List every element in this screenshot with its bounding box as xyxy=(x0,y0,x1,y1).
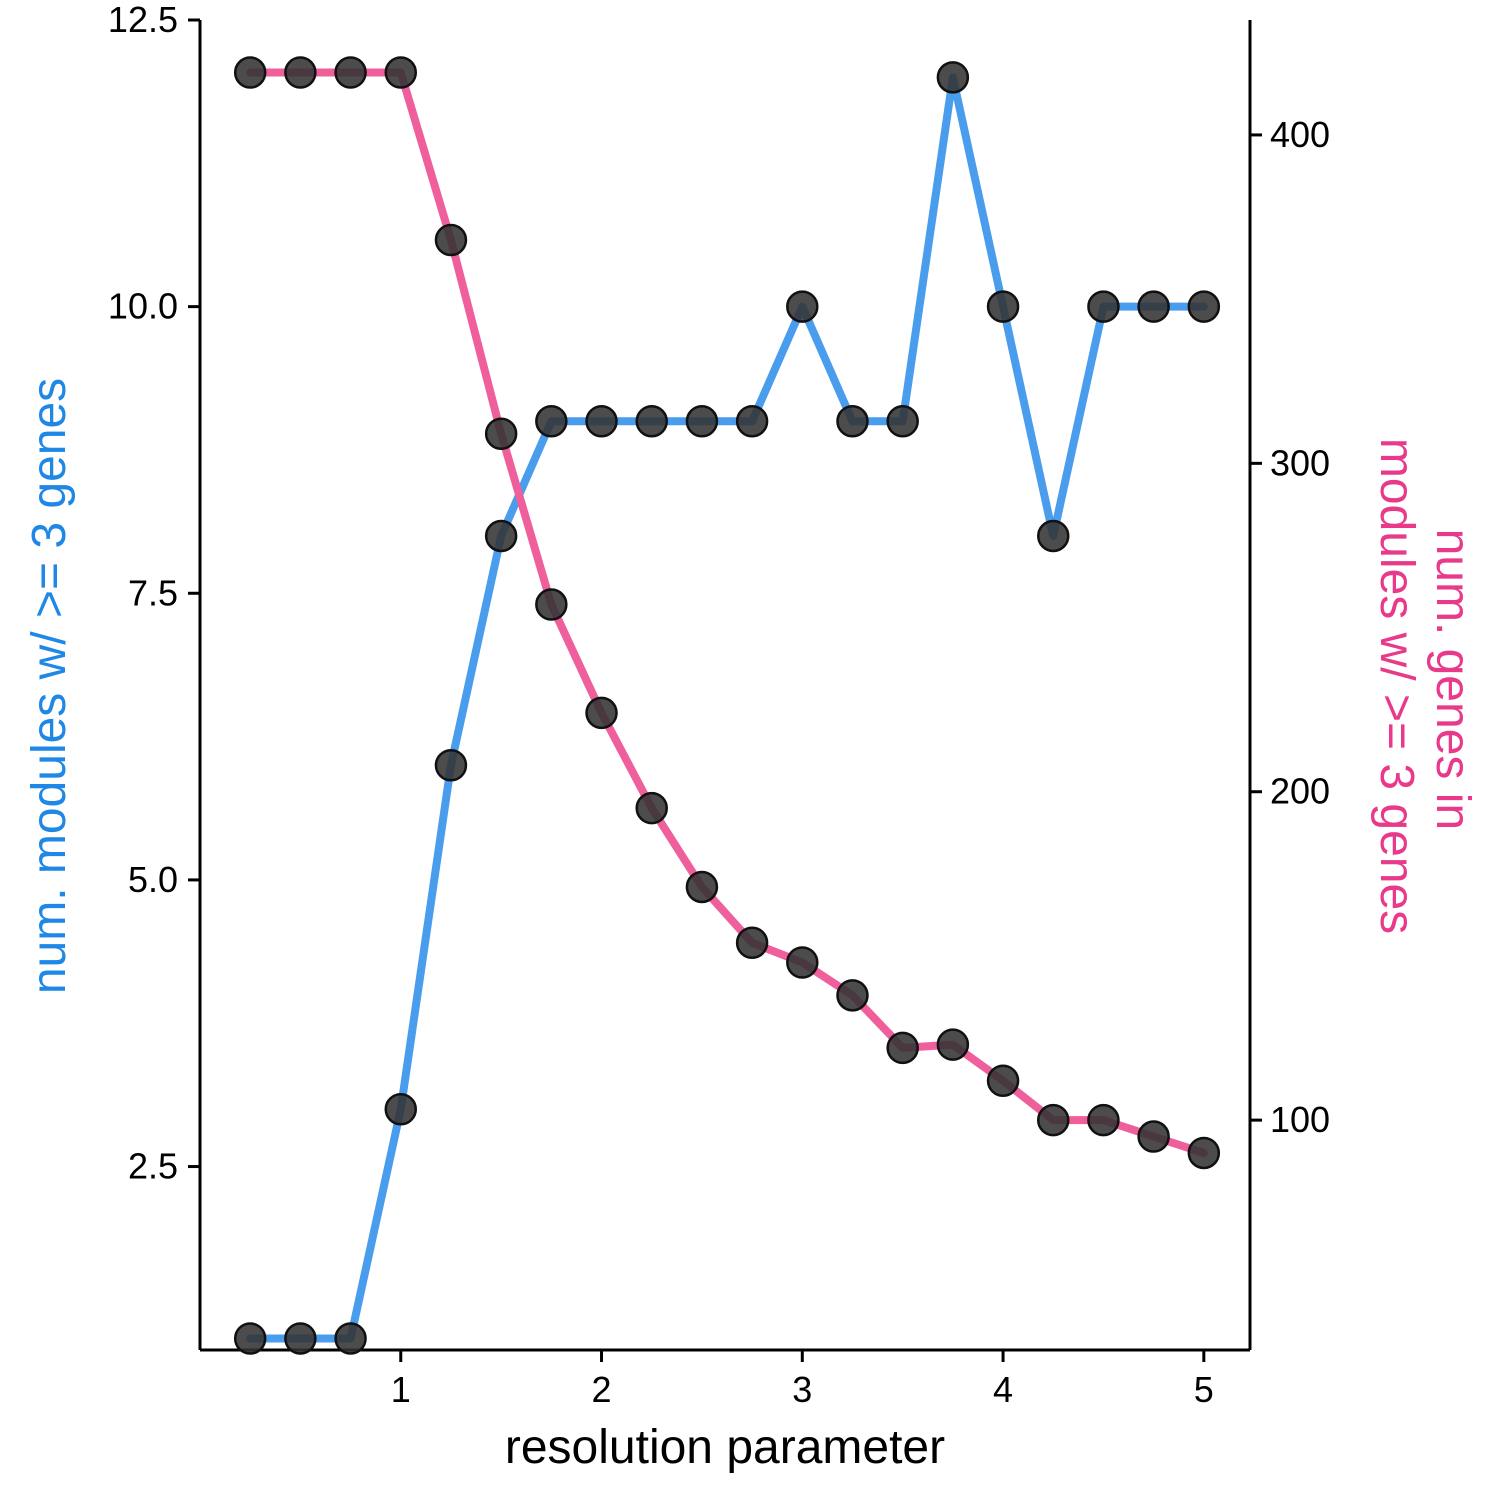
series-lines xyxy=(246,68,1208,1343)
modules-data-point xyxy=(535,405,568,438)
genes-data-point xyxy=(735,926,769,960)
genes-data-point xyxy=(635,791,668,825)
left-y-axis-title: num. modules w/ >= 3 genes xyxy=(23,378,76,994)
genes-data-point xyxy=(384,56,418,89)
modules-data-point xyxy=(936,61,970,94)
y-tick-label: 10.0 xyxy=(108,286,178,327)
genes-data-point xyxy=(233,56,267,89)
left-y-ticks: 2.5 5.0 7.5 10.0 12.5 xyxy=(108,0,200,1187)
x-tick-label: 1 xyxy=(391,1369,411,1410)
modules-data-point xyxy=(786,290,819,323)
modules-data-point xyxy=(735,405,769,438)
modules-data-point xyxy=(1137,290,1170,323)
y2-tick-label: 400 xyxy=(1270,114,1330,155)
y-tick-label: 12.5 xyxy=(108,0,178,40)
y2-tick-label: 100 xyxy=(1270,1099,1330,1140)
genes-data-point xyxy=(434,223,468,257)
genes-data-point xyxy=(484,417,518,451)
y-tick-label: 5.0 xyxy=(128,859,178,900)
modules-data-point xyxy=(685,405,719,438)
modules-data-point xyxy=(384,1092,418,1126)
modules-data-point xyxy=(836,405,869,438)
x-ticks: 1 2 3 4 5 xyxy=(391,1350,1214,1410)
axes xyxy=(198,20,1252,1352)
genes-data-point xyxy=(1037,1103,1070,1137)
series-points xyxy=(233,56,1221,1355)
y-tick-label: 7.5 xyxy=(128,572,178,613)
genes-data-point xyxy=(1187,1136,1221,1170)
modules-data-point xyxy=(284,1322,317,1355)
modules-data-point xyxy=(484,519,518,553)
genes-data-point xyxy=(685,870,719,904)
right-y-axis-title-line-2: modules w/ >= 3 genes xyxy=(1370,438,1423,934)
genes-data-point xyxy=(836,979,869,1012)
x-axis-title: resolution parameter xyxy=(505,1421,945,1474)
right-y-axis-title-line-1: num. genes in xyxy=(1426,529,1479,831)
genes-data-point xyxy=(986,1064,1020,1097)
genes-data-point xyxy=(786,946,819,979)
genes-data-point xyxy=(1087,1103,1120,1137)
y2-tick-label: 300 xyxy=(1270,442,1330,483)
x-tick-label: 4 xyxy=(993,1369,1013,1410)
x-tick-label: 2 xyxy=(592,1369,612,1410)
y-tick-label: 2.5 xyxy=(128,1146,178,1187)
genes-data-point xyxy=(585,696,618,730)
modules-data-point xyxy=(1187,290,1221,323)
genes-data-point xyxy=(535,588,568,621)
genes-data-point xyxy=(1137,1120,1170,1153)
x-tick-label: 5 xyxy=(1194,1369,1214,1410)
modules-data-point xyxy=(886,405,919,438)
modules-data-point xyxy=(434,749,468,782)
modules-data-point xyxy=(233,1322,267,1355)
y2-tick-label: 200 xyxy=(1270,771,1330,812)
genes-data-point xyxy=(886,1031,919,1065)
modules-series-line xyxy=(246,73,1208,1343)
x-tick-label: 3 xyxy=(792,1369,812,1410)
modules-data-point xyxy=(334,1322,367,1355)
modules-data-point xyxy=(1087,290,1120,323)
genes-data-point xyxy=(334,56,367,89)
modules-data-point xyxy=(585,405,618,438)
genes-series-line xyxy=(246,68,1208,1157)
genes-data-point xyxy=(936,1028,970,1061)
genes-data-point xyxy=(284,56,317,89)
modules-data-point xyxy=(635,405,668,438)
right-y-ticks: 100 200 300 400 xyxy=(1250,114,1330,1140)
modules-data-point xyxy=(986,290,1020,323)
right-y-axis-title: num. genes in modules w/ >= 3 genes xyxy=(1370,438,1479,934)
modules-data-point xyxy=(1037,519,1070,553)
